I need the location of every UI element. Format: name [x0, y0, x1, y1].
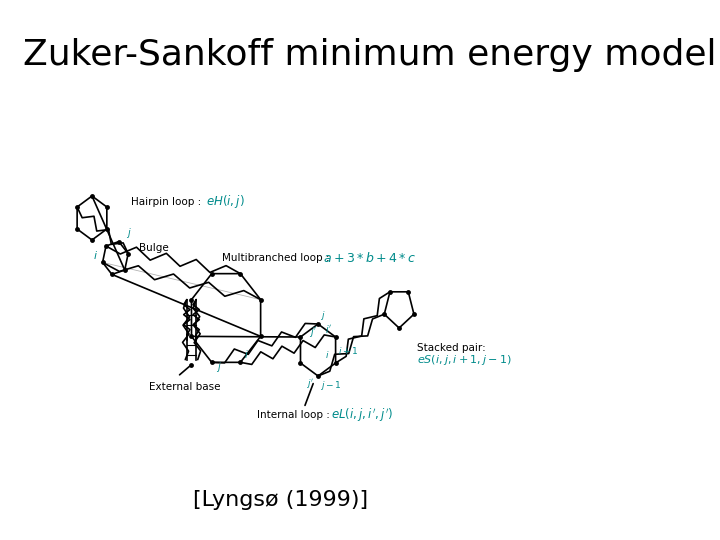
- Text: $j-1$: $j-1$: [320, 380, 342, 393]
- Text: $eL(i,j,i',j')$: $eL(i,j,i',j')$: [331, 406, 394, 424]
- Text: Bulge: Bulge: [139, 243, 168, 253]
- Text: $j'$: $j'$: [306, 377, 314, 390]
- Text: $i+1$: $i+1$: [338, 346, 359, 356]
- Text: $eH(i,j)$: $eH(i,j)$: [206, 193, 245, 211]
- Text: $j$: $j$: [320, 309, 325, 322]
- Text: $i$: $i$: [244, 348, 249, 360]
- Text: Stacked pair:: Stacked pair:: [417, 343, 486, 353]
- Text: $j$: $j$: [215, 360, 222, 374]
- Text: $a+3*b+4*c$: $a+3*b+4*c$: [323, 251, 417, 265]
- Text: $i$: $i$: [325, 349, 329, 361]
- Text: Zuker-Sankoff minimum energy model: Zuker-Sankoff minimum energy model: [23, 38, 717, 72]
- Text: $i$: $i$: [93, 249, 98, 261]
- Text: Multibranched loop :: Multibranched loop :: [222, 253, 330, 263]
- Text: Hairpin loop :: Hairpin loop :: [131, 197, 201, 207]
- Text: External base: External base: [148, 382, 220, 392]
- Text: $eS(i,j,i+1,j-1)$: $eS(i,j,i+1,j-1)$: [417, 353, 512, 367]
- Text: [Lyngsø (1999)]: [Lyngsø (1999)]: [193, 490, 368, 510]
- Text: $j'$: $j'$: [309, 325, 317, 339]
- Text: $j$: $j$: [126, 226, 132, 240]
- Text: Internal loop :: Internal loop :: [257, 410, 330, 420]
- Text: $i'$: $i'$: [325, 323, 332, 335]
